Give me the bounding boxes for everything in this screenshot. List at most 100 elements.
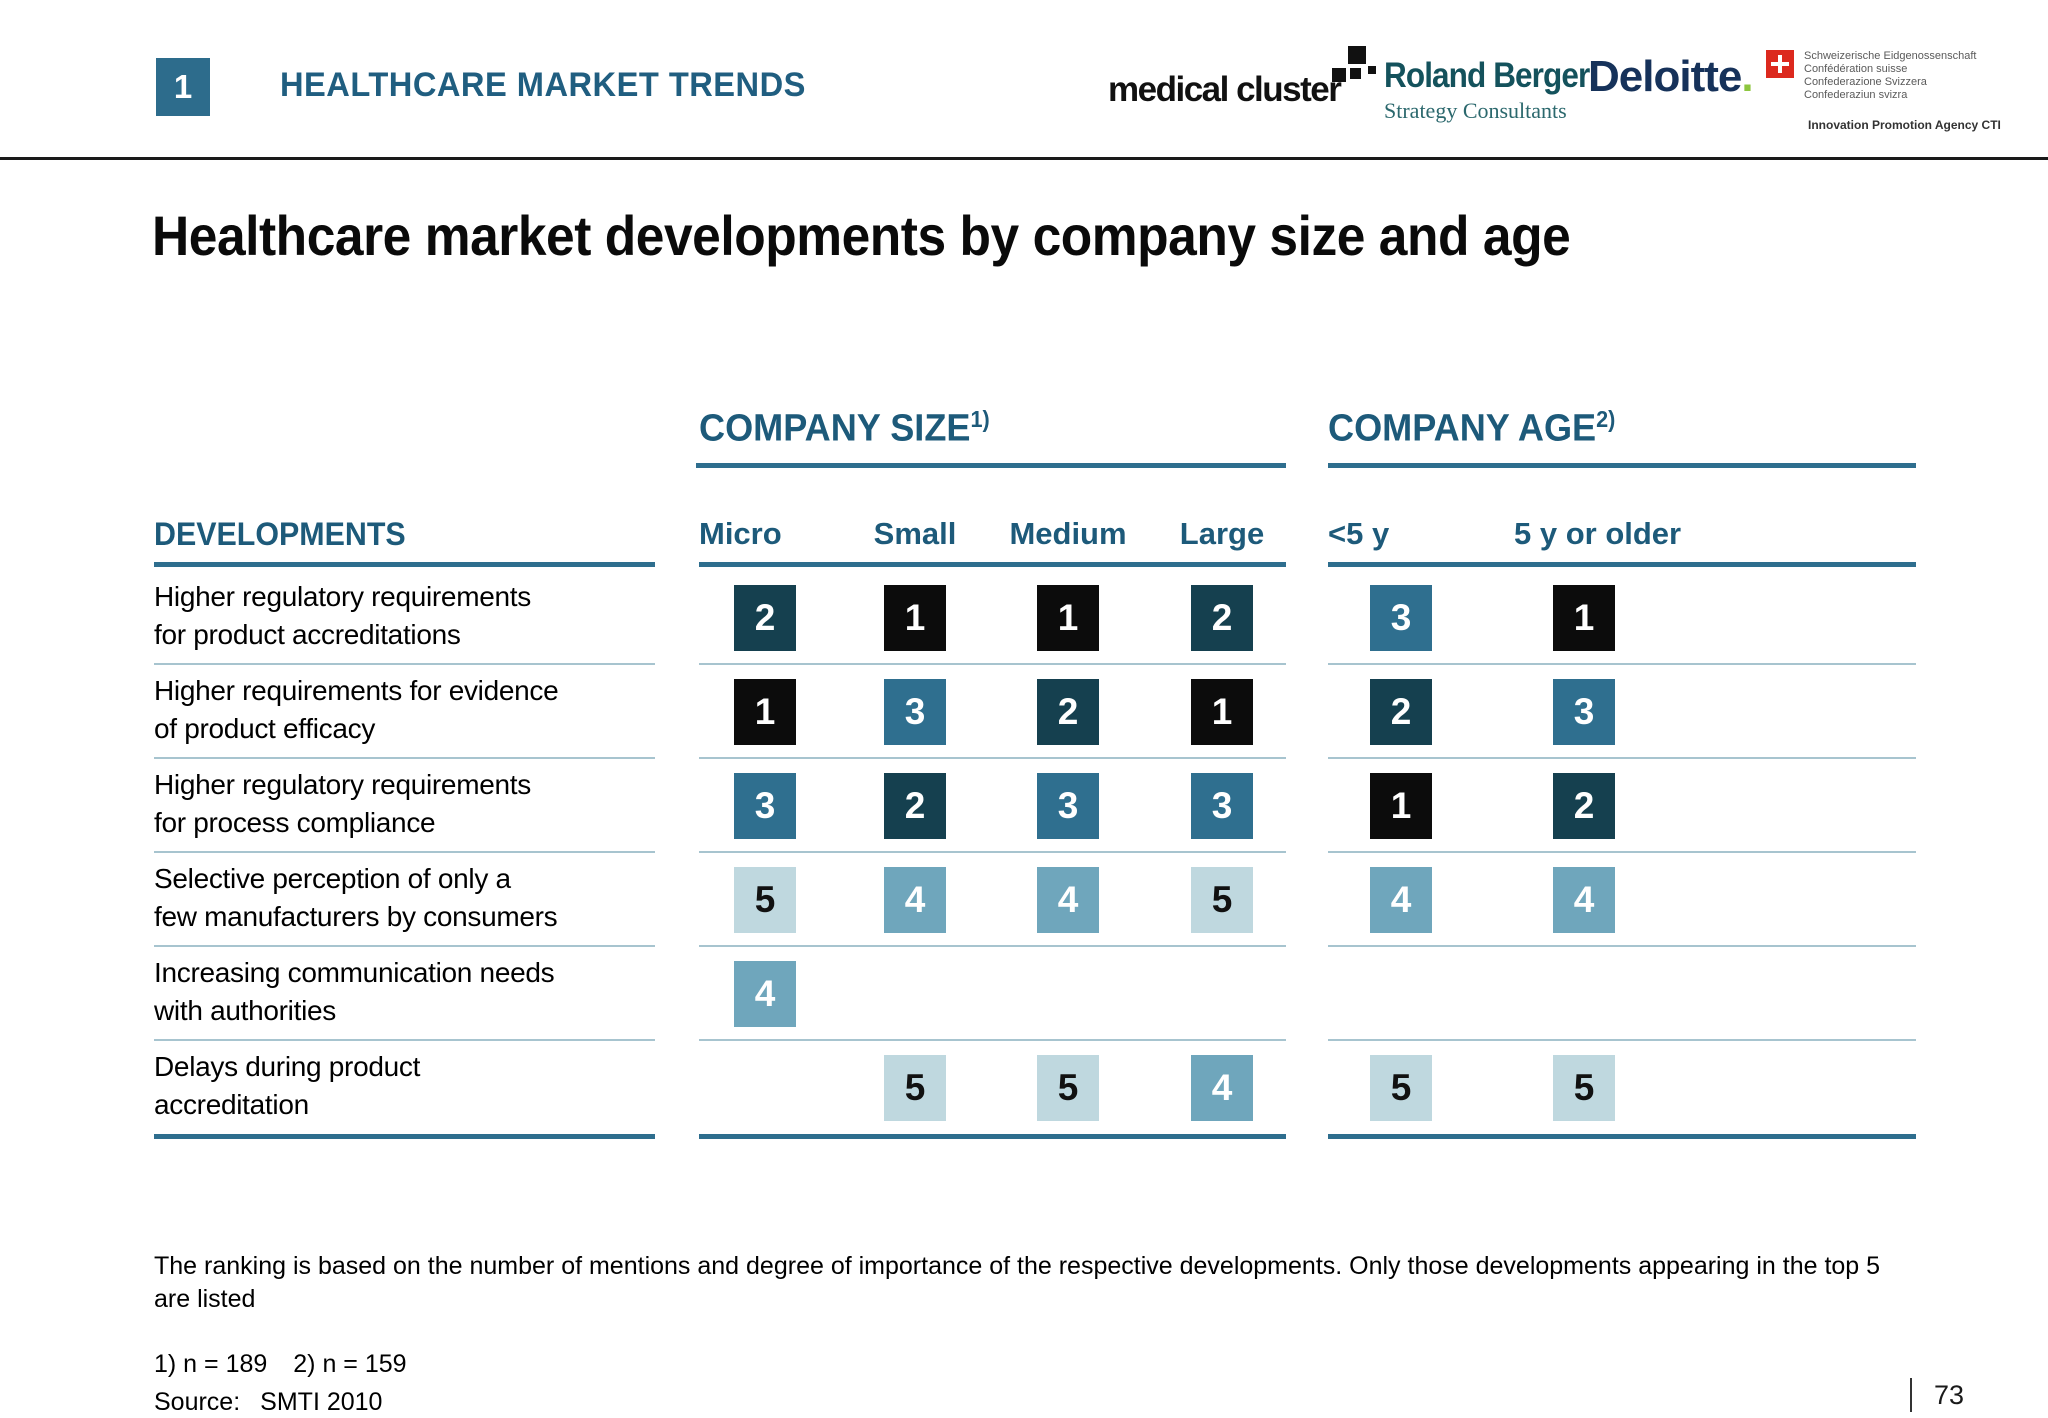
roland-berger-logo: Roland Berger Strategy Consultants bbox=[1384, 56, 1612, 124]
table-row: Increasing communication needs with autho… bbox=[154, 947, 1916, 1041]
column-header-size: Small bbox=[873, 516, 957, 551]
swiss-confederation-logo: Schweizerische Eidgenossenschaft Confédé… bbox=[1766, 50, 1976, 102]
row-separator bbox=[154, 757, 655, 759]
development-label: Higher requirements for evidence of produ… bbox=[154, 675, 559, 744]
header-divider bbox=[0, 157, 2048, 160]
row-separator bbox=[1328, 757, 1916, 759]
row-separator bbox=[1328, 1039, 1916, 1041]
rank-cell: 3 bbox=[884, 679, 946, 745]
source-value: SMTI 2010 bbox=[260, 1388, 383, 1416]
development-label: Higher regulatory requirements for produc… bbox=[154, 581, 531, 650]
source-line: Source: SMTI 2010 bbox=[154, 1388, 382, 1417]
rank-cell: 1 bbox=[1037, 585, 1099, 651]
row-separator bbox=[699, 945, 1286, 947]
age-columns-underline bbox=[1328, 562, 1916, 567]
row-separator bbox=[154, 1039, 655, 1041]
rank-cell: 2 bbox=[1191, 585, 1253, 651]
rank-cell: 1 bbox=[1553, 585, 1615, 651]
row-separator bbox=[1328, 851, 1916, 853]
deloitte-green-dot: . bbox=[1741, 52, 1753, 101]
swiss-flag-icon bbox=[1766, 50, 1794, 78]
roland-berger-subtitle: Strategy Consultants bbox=[1384, 98, 1567, 123]
column-header-age: 5 y or older bbox=[1514, 516, 1682, 551]
medical-cluster-cross-icon bbox=[1332, 46, 1376, 82]
swiss-line: Confederazione Svizzera bbox=[1804, 76, 1927, 88]
rank-cell: 4 bbox=[1191, 1055, 1253, 1121]
development-label: Delays during product accreditation bbox=[154, 1051, 421, 1120]
rank-cell: 4 bbox=[1370, 867, 1432, 933]
rank-cell: 5 bbox=[1191, 867, 1253, 933]
ranking-note: The ranking is based on the number of me… bbox=[154, 1252, 1881, 1313]
rank-cell: 4 bbox=[1037, 867, 1099, 933]
page-number: 73 bbox=[1909, 1378, 1964, 1412]
swiss-line: Schweizerische Eidgenossenschaft bbox=[1804, 50, 1977, 62]
rank-cell: 3 bbox=[1037, 773, 1099, 839]
rank-cell: 1 bbox=[1191, 679, 1253, 745]
row-separator bbox=[699, 1134, 1286, 1139]
rank-cell: 1 bbox=[734, 679, 796, 745]
roland-berger-wordmark: Roland Berger bbox=[1384, 56, 1590, 95]
rank-cell: 1 bbox=[884, 585, 946, 651]
table-rows: Higher regulatory requirements for produc… bbox=[154, 571, 1916, 1139]
cti-agency-label: Innovation Promotion Agency CTI bbox=[1808, 118, 2001, 132]
rank-cell: 5 bbox=[1553, 1055, 1615, 1121]
row-separator bbox=[699, 757, 1286, 759]
row-separator bbox=[1328, 945, 1916, 947]
group-header-label: COMPANY SIZE bbox=[699, 407, 971, 450]
source-label: Source: bbox=[154, 1388, 241, 1416]
section-number-badge: 1 bbox=[156, 58, 210, 116]
rank-cell: 3 bbox=[1191, 773, 1253, 839]
swiss-line: Confederaziun svizra bbox=[1804, 89, 1908, 101]
rank-cell: 2 bbox=[734, 585, 796, 651]
row-separator bbox=[699, 1039, 1286, 1041]
group-header-company-age: COMPANY AGE2) bbox=[1328, 406, 1615, 451]
swiss-confederation-text: Schweizerische Eidgenossenschaft Confédé… bbox=[1804, 50, 1976, 102]
table-row: Selective perception of only a few manufa… bbox=[154, 853, 1916, 947]
rank-cell: 5 bbox=[1037, 1055, 1099, 1121]
swiss-line: Confédération suisse bbox=[1804, 63, 1908, 75]
rank-cell: 2 bbox=[1370, 679, 1432, 745]
rank-cell: 2 bbox=[1037, 679, 1099, 745]
row-separator bbox=[1328, 663, 1916, 665]
column-header-size: Large bbox=[1179, 516, 1265, 551]
row-separator bbox=[699, 851, 1286, 853]
rank-cell: 3 bbox=[1370, 585, 1432, 651]
footnote-1: 1) n = 189 bbox=[154, 1350, 268, 1378]
deloitte-logo: Deloitte. bbox=[1588, 52, 1754, 101]
development-label: Increasing communication needs with autho… bbox=[154, 957, 555, 1026]
page-number-value: 73 bbox=[1933, 1379, 1964, 1410]
footnote-marker: 1) bbox=[970, 406, 990, 432]
footnote-2: 2) n = 159 bbox=[293, 1350, 407, 1378]
company-age-underline bbox=[1328, 463, 1916, 468]
rank-cell: 4 bbox=[884, 867, 946, 933]
section-title: HEALTHCARE MARKET TRENDS bbox=[280, 66, 806, 104]
slide-title: Healthcare market developments by compan… bbox=[152, 204, 1571, 267]
development-label: Selective perception of only a few manufa… bbox=[154, 863, 558, 932]
rank-cell: 4 bbox=[1553, 867, 1615, 933]
rank-cell: 3 bbox=[1553, 679, 1615, 745]
table-row: Higher regulatory requirements for proces… bbox=[154, 759, 1916, 853]
rank-cell: 2 bbox=[884, 773, 946, 839]
page-number-bar bbox=[1909, 1378, 1912, 1412]
row-separator bbox=[154, 663, 655, 665]
row-separator bbox=[154, 851, 655, 853]
rank-cell: 5 bbox=[1370, 1055, 1432, 1121]
rank-cell: 4 bbox=[734, 961, 796, 1027]
row-separator bbox=[154, 1134, 655, 1139]
rank-cell: 5 bbox=[884, 1055, 946, 1121]
row-separator bbox=[699, 663, 1286, 665]
development-label: Higher regulatory requirements for proces… bbox=[154, 769, 531, 838]
developments-header: DEVELOPMENTS bbox=[154, 516, 406, 552]
rank-cell: 1 bbox=[1370, 773, 1432, 839]
row-separator bbox=[154, 945, 655, 947]
company-size-underline bbox=[696, 463, 1286, 468]
row-separator bbox=[1328, 1134, 1916, 1139]
column-header-size: Micro bbox=[699, 516, 782, 551]
table-row: Delays during product accreditation 5 5 4 5 5 bbox=[154, 1041, 1916, 1139]
size-columns-underline bbox=[699, 562, 1286, 567]
rank-cell: 3 bbox=[734, 773, 796, 839]
footnote-marker: 2) bbox=[1596, 406, 1616, 432]
developments-underline bbox=[154, 562, 655, 567]
table-row: Higher requirements for evidence of produ… bbox=[154, 665, 1916, 759]
